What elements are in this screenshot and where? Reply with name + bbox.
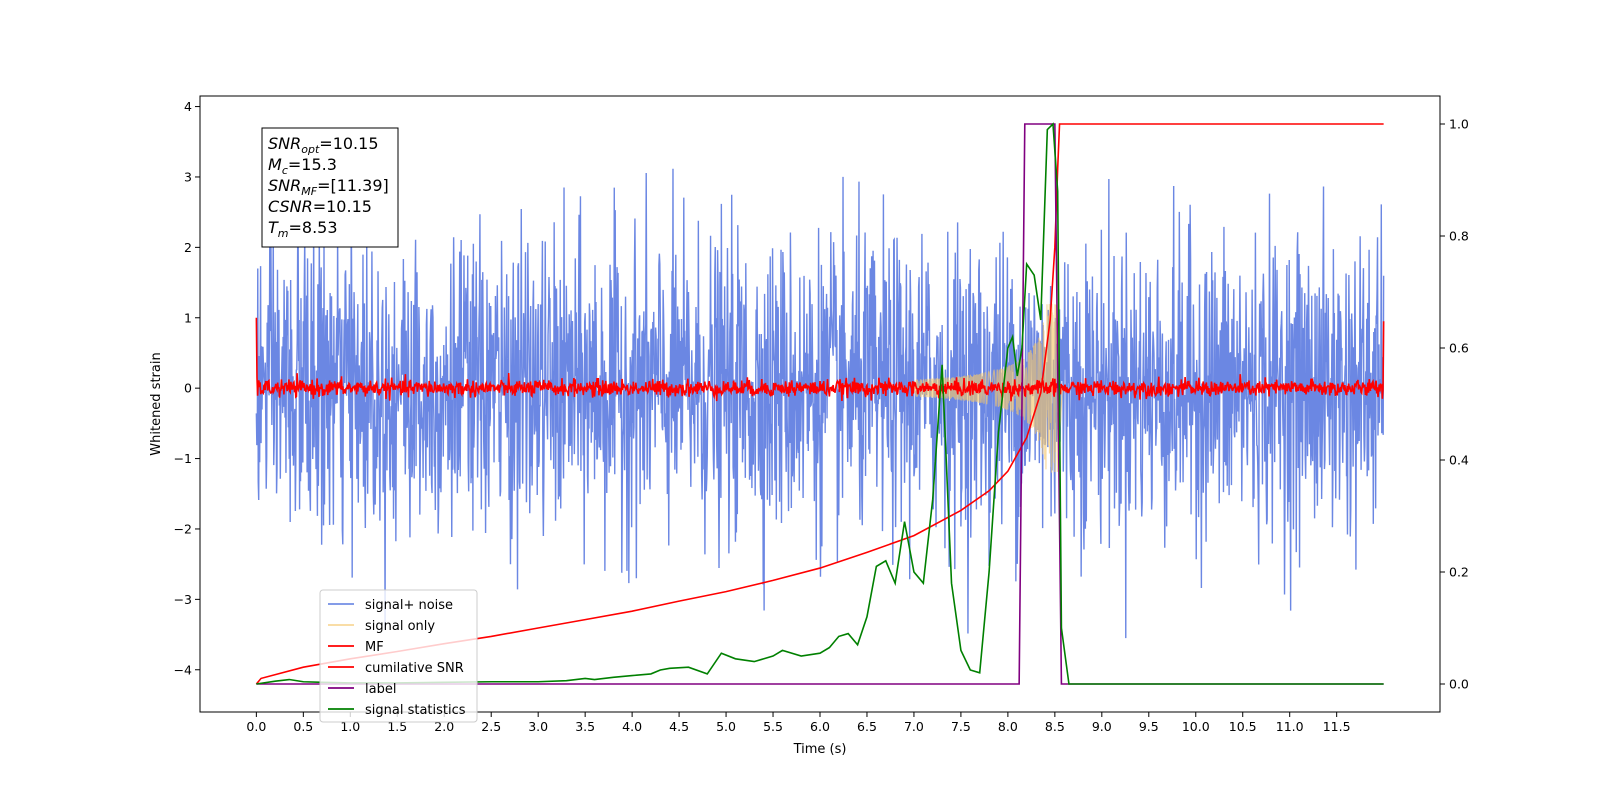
y-tick-label: 4 [184,99,192,114]
annotation-line: Tm=8.53 [268,218,338,240]
y-tick-label: −3 [174,592,192,607]
y-axis-label: Whitened strain [149,352,164,455]
y-tick-label: −4 [174,662,192,677]
annotation-frame [261,127,399,248]
x-tick-label: 7.5 [951,719,971,734]
annotation-line: Mc=15.3 [268,155,337,177]
x-tick-label: 2.0 [434,719,454,734]
annotation-line: CSNR=10.15 [268,197,372,216]
legend-entry-label: signal only [365,619,435,634]
y-tick-label: −1 [174,451,192,466]
y-tick-label: 1 [184,310,192,325]
x-tick-label: 10.5 [1229,719,1257,734]
x-tick-label: 10.0 [1182,719,1210,734]
y2-tick-label: 0.0 [1449,677,1469,692]
legend-entry-label: cumilative SNR [365,661,464,676]
x-tick-label: 11.0 [1276,719,1304,734]
legend-entry-label: MF [365,640,384,655]
stats-annotation-box: SNRopt=10.15Mc=15.3SNRMF=[11.39]CSNR=10.… [261,127,399,248]
y-tick-label: 0 [184,381,192,396]
x-tick-label: 1.5 [387,719,407,734]
y-tick-label: 2 [184,240,192,255]
x-tick-label: 7.0 [904,719,924,734]
x-tick-label: 8.0 [998,719,1018,734]
x-tick-label: 6.0 [810,719,830,734]
x-axis-label: Time (s) [793,742,847,757]
y-tick-label: −2 [174,521,192,536]
x-tick-label: 2.5 [481,719,501,734]
y2-tick-label: 0.8 [1449,229,1469,244]
y2-tick-label: 0.2 [1449,565,1469,580]
x-tick-label: 1.0 [340,719,360,734]
x-tick-label: 9.5 [1139,719,1159,734]
x-tick-label: 6.5 [857,719,877,734]
x-tick-label: 5.0 [716,719,736,734]
x-tick-label: 5.5 [763,719,783,734]
legend-entry-label: signal statistics [365,703,466,718]
x-tick-label: 0.5 [293,719,313,734]
annotation-line: SNRMF=[11.39] [268,176,389,198]
x-tick-label: 8.5 [1045,719,1065,734]
y2-tick-label: 1.0 [1449,117,1469,132]
y-tick-label: 3 [184,169,192,184]
x-tick-label: 11.5 [1323,719,1351,734]
axis-ticks: 0.0 0.5 1.0 1.5 2.0 2.5 3.0 3.5 4.0 4.5 5.0 5.5 6.0 6… [174,99,1469,734]
legend-entry-label: label [365,682,396,697]
series-signal-statistics-line [256,122,1384,685]
legend-frame [319,589,478,723]
legend-entry-label: signal+ noise [365,598,453,613]
y2-tick-label: 0.4 [1449,453,1469,468]
series-mf-line [255,317,1385,402]
x-tick-label: 4.0 [622,719,642,734]
x-tick-label: 0.0 [246,719,266,734]
legend: signal+ noise signal only MF cumilative SNR… [319,589,478,723]
x-tick-label: 9.0 [1092,719,1112,734]
x-tick-label: 3.5 [575,719,595,734]
x-tick-label: 3.0 [528,719,548,734]
y2-tick-label: 0.6 [1449,341,1469,356]
x-tick-label: 4.5 [669,719,689,734]
annotation-line: SNRopt=10.15 [268,134,379,156]
